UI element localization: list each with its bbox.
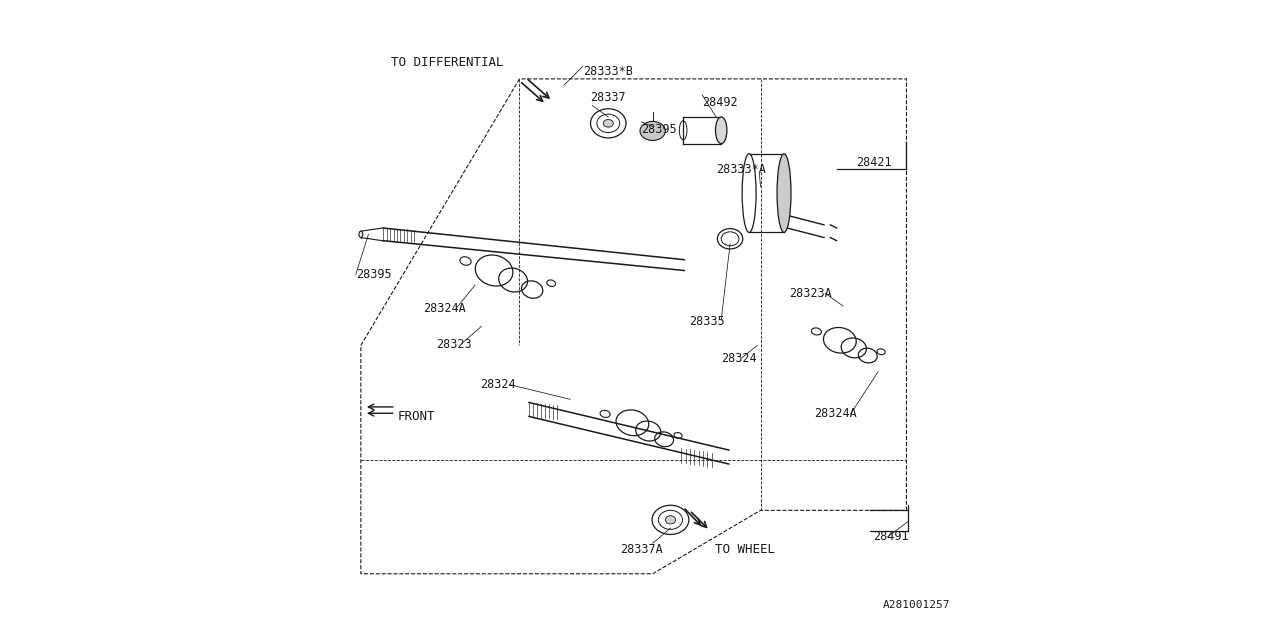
Text: 28333*B: 28333*B <box>582 65 632 78</box>
Text: 28324: 28324 <box>480 378 516 391</box>
Ellipse shape <box>640 122 666 140</box>
Ellipse shape <box>666 516 676 524</box>
Text: 28491: 28491 <box>873 531 909 543</box>
Text: 28324A: 28324A <box>422 302 466 315</box>
Text: 28395: 28395 <box>356 268 392 281</box>
Text: 28337A: 28337A <box>620 543 663 556</box>
Text: 28337: 28337 <box>590 92 626 104</box>
Text: 28323: 28323 <box>435 338 471 351</box>
Text: 28395: 28395 <box>641 123 677 136</box>
Text: 28323A: 28323A <box>788 287 832 300</box>
Ellipse shape <box>603 120 613 127</box>
Text: 28492: 28492 <box>703 96 737 109</box>
Text: 28421: 28421 <box>856 156 891 169</box>
Ellipse shape <box>742 154 756 232</box>
Text: 28324A: 28324A <box>814 408 858 420</box>
Text: FRONT: FRONT <box>398 410 435 423</box>
Ellipse shape <box>777 154 791 232</box>
Text: A281001257: A281001257 <box>882 600 950 611</box>
Text: 28324: 28324 <box>721 351 756 365</box>
Ellipse shape <box>358 231 362 237</box>
Ellipse shape <box>716 117 727 143</box>
Text: 28333*A: 28333*A <box>716 163 765 175</box>
Text: 28335: 28335 <box>690 315 724 328</box>
Text: TO DIFFERENTIAL: TO DIFFERENTIAL <box>392 56 503 69</box>
Text: TO WHEEL: TO WHEEL <box>714 543 774 556</box>
